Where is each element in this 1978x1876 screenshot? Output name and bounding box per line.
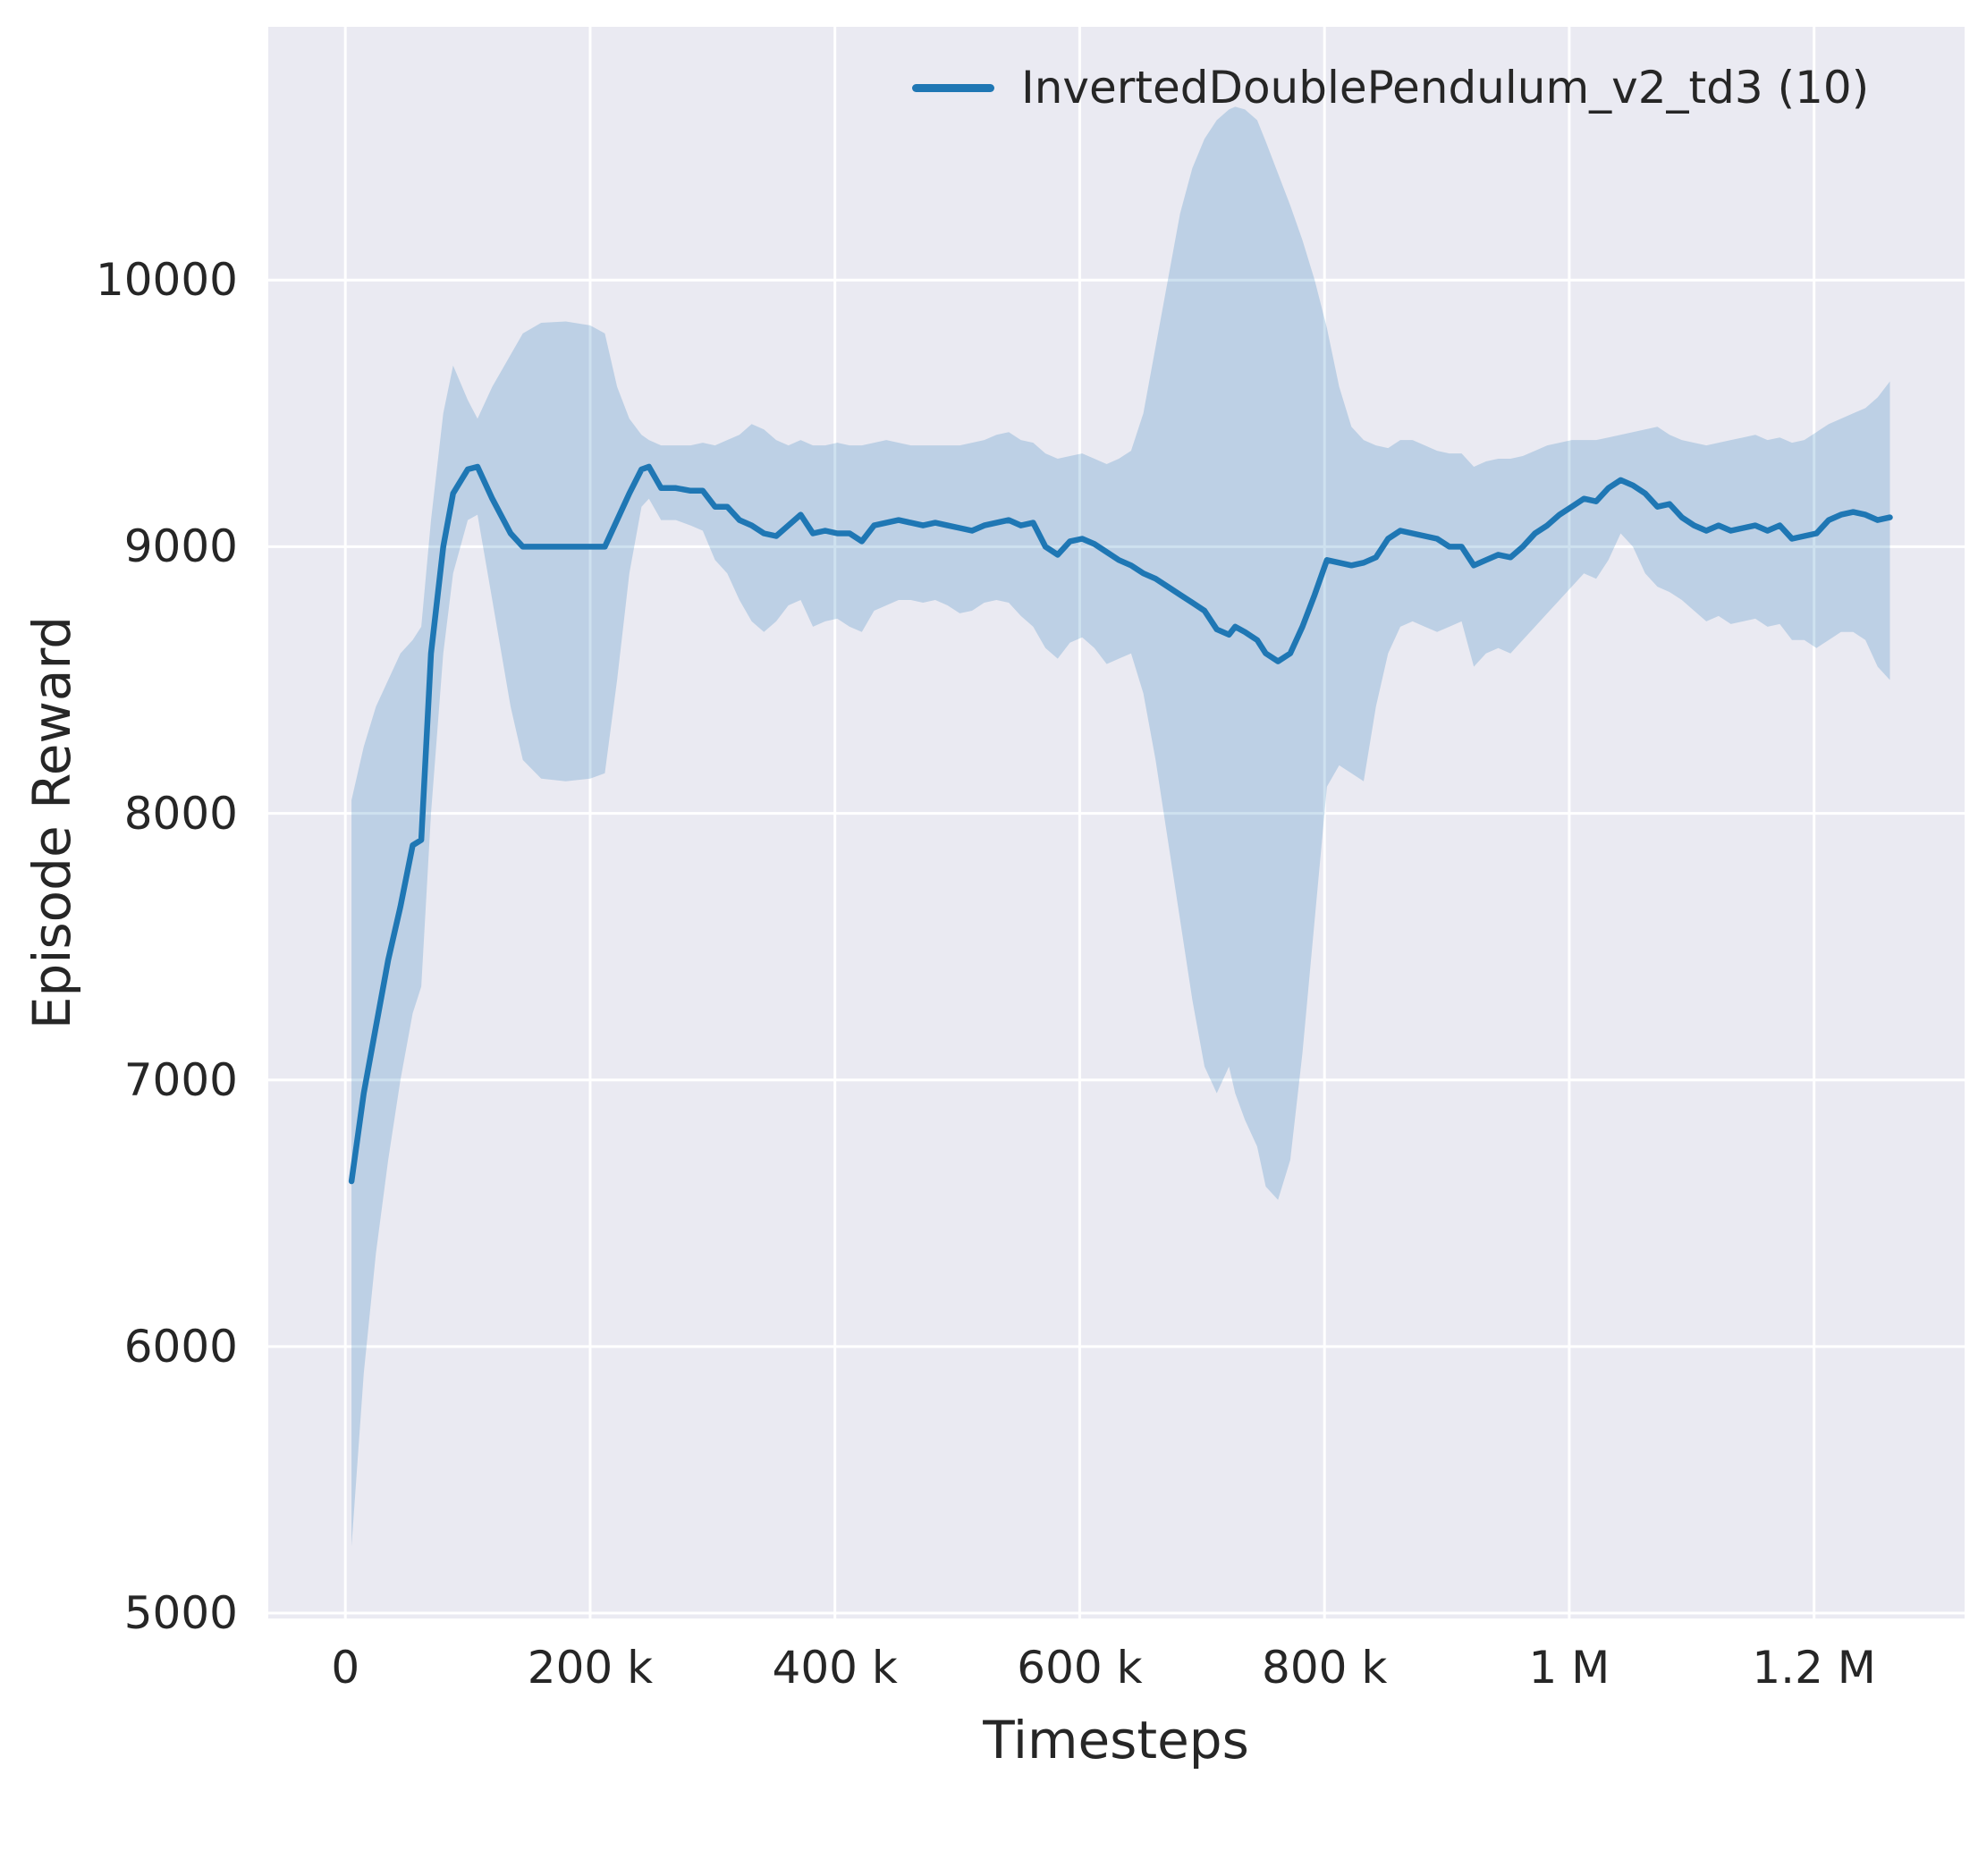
y-tick-label: 5000: [123, 1587, 238, 1640]
x-tick-label: 600 k: [1017, 1642, 1143, 1694]
plot-area: InvertedDoublePendulum_v2_td3 (10): [268, 27, 1965, 1618]
x-tick-label: 1 M: [1528, 1642, 1610, 1694]
confidence-band: [351, 106, 1890, 1547]
legend-label: InvertedDoublePendulum_v2_td3 (10): [1021, 62, 1870, 114]
mean-line: [348, 463, 1893, 1185]
x-tick-label: 1.2 M: [1752, 1642, 1876, 1694]
legend: InvertedDoublePendulum_v2_td3 (10): [912, 61, 1869, 114]
chart-canvas: [268, 27, 1965, 1618]
legend-line-swatch: [912, 83, 994, 92]
x-tick-label: 800 k: [1262, 1642, 1388, 1694]
x-axis-label: Timesteps: [983, 1710, 1249, 1770]
x-tick-label: 0: [331, 1642, 360, 1694]
y-tick-label: 10000: [95, 254, 238, 307]
y-tick-label: 9000: [123, 520, 238, 573]
y-tick-label: 6000: [123, 1320, 238, 1373]
x-tick-label: 400 k: [772, 1642, 898, 1694]
y-tick-label: 8000: [123, 787, 238, 840]
x-tick-label: 200 k: [527, 1642, 654, 1694]
y-tick-label: 7000: [123, 1053, 238, 1106]
